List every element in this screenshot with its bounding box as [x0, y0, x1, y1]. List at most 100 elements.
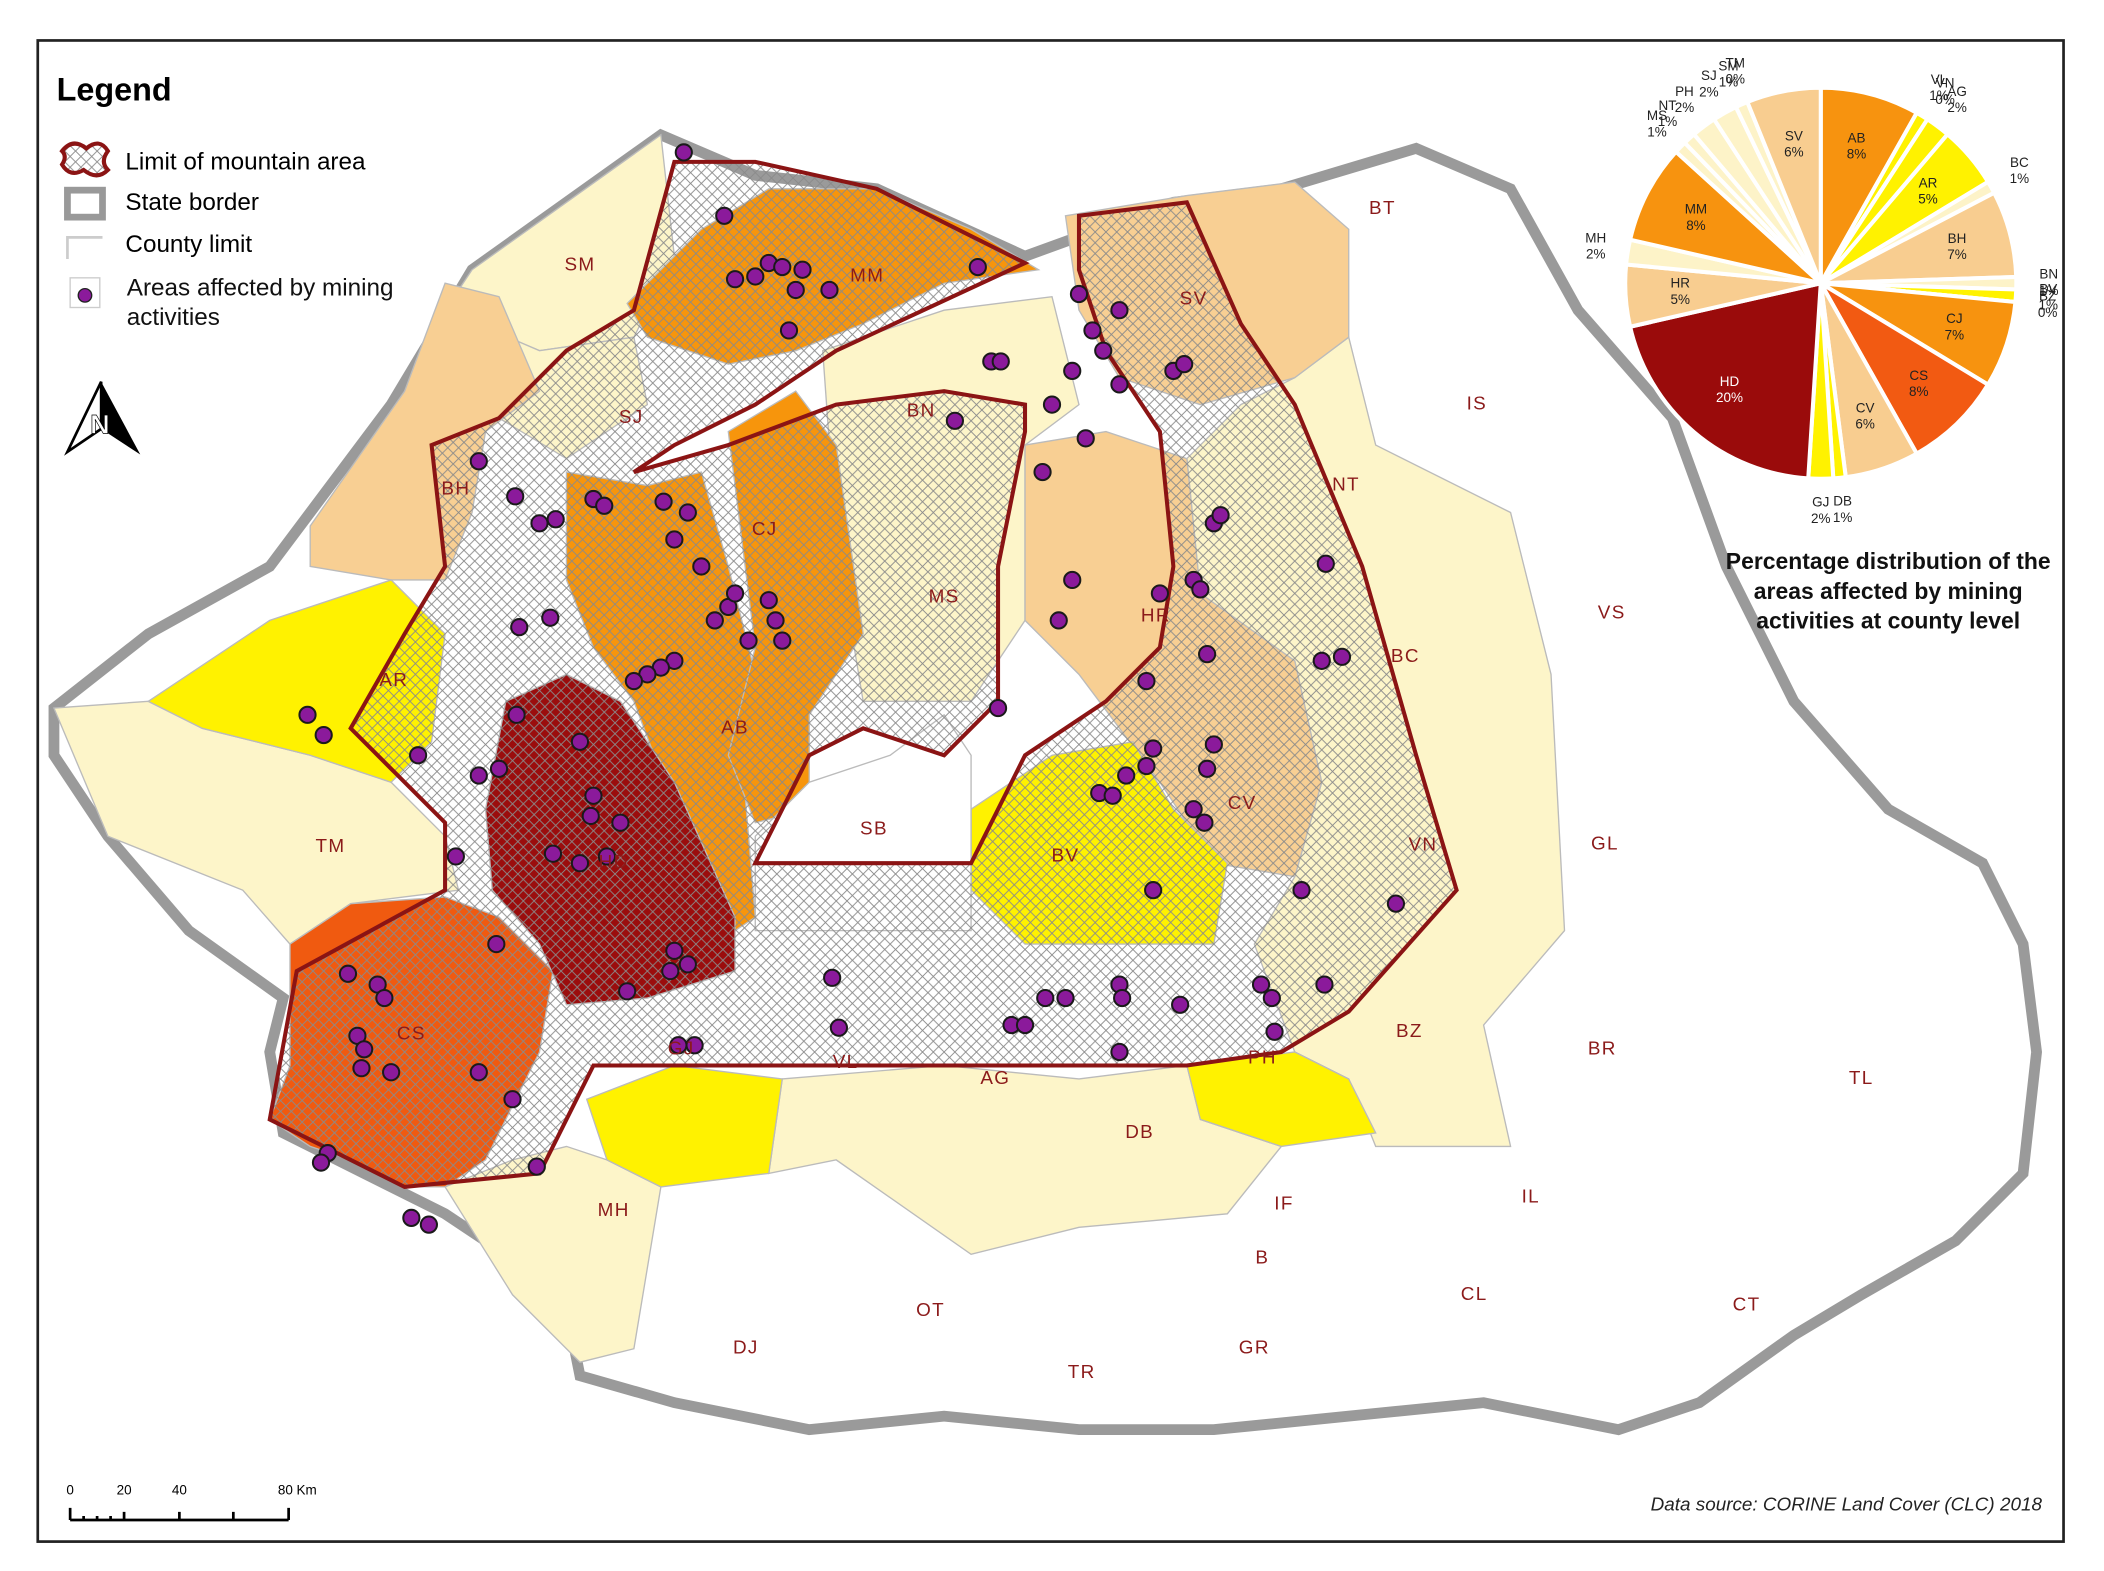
county-label: IS — [1467, 394, 1488, 415]
pie-value-label: 1% — [2010, 171, 2029, 186]
mining-site — [1211, 506, 1230, 525]
county-label: BR — [1588, 1038, 1617, 1059]
mining-site — [355, 1040, 374, 1059]
scale-label: 0 — [66, 1482, 74, 1497]
mining-site — [314, 725, 333, 745]
county-label: AB — [721, 717, 749, 738]
mining-site — [1137, 671, 1156, 691]
county-label: GL — [1591, 833, 1619, 854]
mining-site — [469, 766, 488, 785]
mining-site — [446, 847, 465, 866]
mining-site — [1184, 800, 1203, 819]
pie-category: TM — [1726, 55, 1745, 70]
mining-site — [678, 503, 697, 522]
mining-site — [527, 1157, 546, 1176]
pie-category: BC — [2010, 155, 2029, 170]
pie-category: BZ — [2039, 289, 2056, 304]
pie-title: Percentage distribution of the areas aff… — [1725, 548, 2051, 634]
mining-site — [402, 1208, 421, 1227]
data-source: Data source: CORINE Land Cover (CLC) 201… — [1651, 1495, 2043, 1516]
legend-item: Areas affected by mining activities — [126, 273, 394, 331]
mining-site — [530, 514, 549, 533]
mining-site — [674, 143, 693, 162]
mining-site — [746, 267, 765, 286]
mining-site — [725, 584, 745, 603]
mining-site — [618, 982, 637, 1001]
mining-site — [382, 1063, 401, 1082]
mining-site — [1144, 881, 1163, 900]
mining-site — [543, 844, 563, 863]
county-label: TL — [1849, 1068, 1874, 1089]
mining-site — [1171, 995, 1190, 1014]
legend-item: State border — [125, 189, 259, 216]
mining-site — [1103, 786, 1122, 805]
pie-category: BH — [1948, 231, 1967, 246]
mining-site — [739, 631, 758, 650]
pie-category: PH — [1675, 84, 1694, 99]
mining-site — [1110, 301, 1129, 320]
pie-value-label: 0% — [1935, 92, 1954, 107]
county-label: BH — [441, 479, 470, 500]
county-label: BC — [1391, 646, 1420, 667]
pie-value-label: 1% — [2039, 297, 2058, 312]
mining-site — [487, 935, 506, 954]
pie-value-label: 2% — [1675, 100, 1694, 115]
county-label: HR — [1141, 605, 1171, 626]
pie-category: SV — [1785, 128, 1803, 143]
county-label: AG — [980, 1068, 1010, 1089]
mining-site — [1315, 975, 1334, 994]
county-label: DJ — [733, 1338, 759, 1359]
pie-value-label: 2% — [1699, 84, 1718, 99]
mining-site — [823, 968, 842, 987]
legend-county-swatch — [66, 236, 103, 259]
mining-site — [624, 671, 644, 691]
county-label: SM — [564, 255, 595, 276]
mining-site — [1094, 341, 1113, 360]
mining-site — [1251, 975, 1271, 994]
mining-site — [705, 611, 724, 630]
mining-site — [1137, 756, 1156, 776]
pie-value-label: 0% — [2038, 305, 2057, 320]
mining-site — [1113, 988, 1132, 1008]
mining-site — [793, 260, 812, 279]
mining-site — [829, 1018, 849, 1037]
mining-site — [1312, 651, 1331, 670]
mining-site — [1204, 735, 1223, 754]
pie-category: AR — [1919, 175, 1938, 190]
mining-site — [611, 813, 630, 832]
mining-site — [352, 1059, 371, 1078]
county-label: SB — [860, 818, 888, 839]
county-label: HD — [599, 852, 629, 873]
mining-site — [1265, 1022, 1284, 1041]
mining-site — [1195, 813, 1214, 832]
mining-site — [1292, 881, 1311, 900]
county-label: MM — [850, 265, 884, 286]
county-label: SV — [1180, 288, 1208, 309]
mining-site — [419, 1215, 438, 1234]
mining-site — [1063, 570, 1082, 590]
county-label: BV — [1052, 845, 1080, 866]
mining-site — [759, 591, 778, 610]
mining-site — [489, 759, 509, 778]
mining-site — [469, 1063, 488, 1082]
county-label: TM — [315, 836, 345, 857]
pie-value-label: 1% — [1658, 114, 1677, 129]
mining-site — [1316, 554, 1335, 573]
pie-category: BN — [2039, 267, 2058, 282]
pie-value-label: 1% — [1719, 74, 1738, 89]
mining-site — [1063, 361, 1082, 381]
mining-site — [469, 452, 488, 471]
mining-site — [820, 280, 839, 300]
mining-site — [773, 631, 792, 650]
county-label: BT — [1369, 198, 1396, 219]
mining-site — [584, 786, 603, 805]
county-label: VL — [833, 1052, 859, 1073]
county-label: IF — [1274, 1193, 1293, 1214]
mining-site — [506, 487, 525, 506]
mining-site — [991, 352, 1010, 371]
pie-value-label: 6% — [1855, 417, 1874, 432]
county-label: MH — [598, 1200, 630, 1221]
county-label: SJ — [619, 407, 644, 428]
pie-value-label: 2% — [1586, 247, 1605, 262]
